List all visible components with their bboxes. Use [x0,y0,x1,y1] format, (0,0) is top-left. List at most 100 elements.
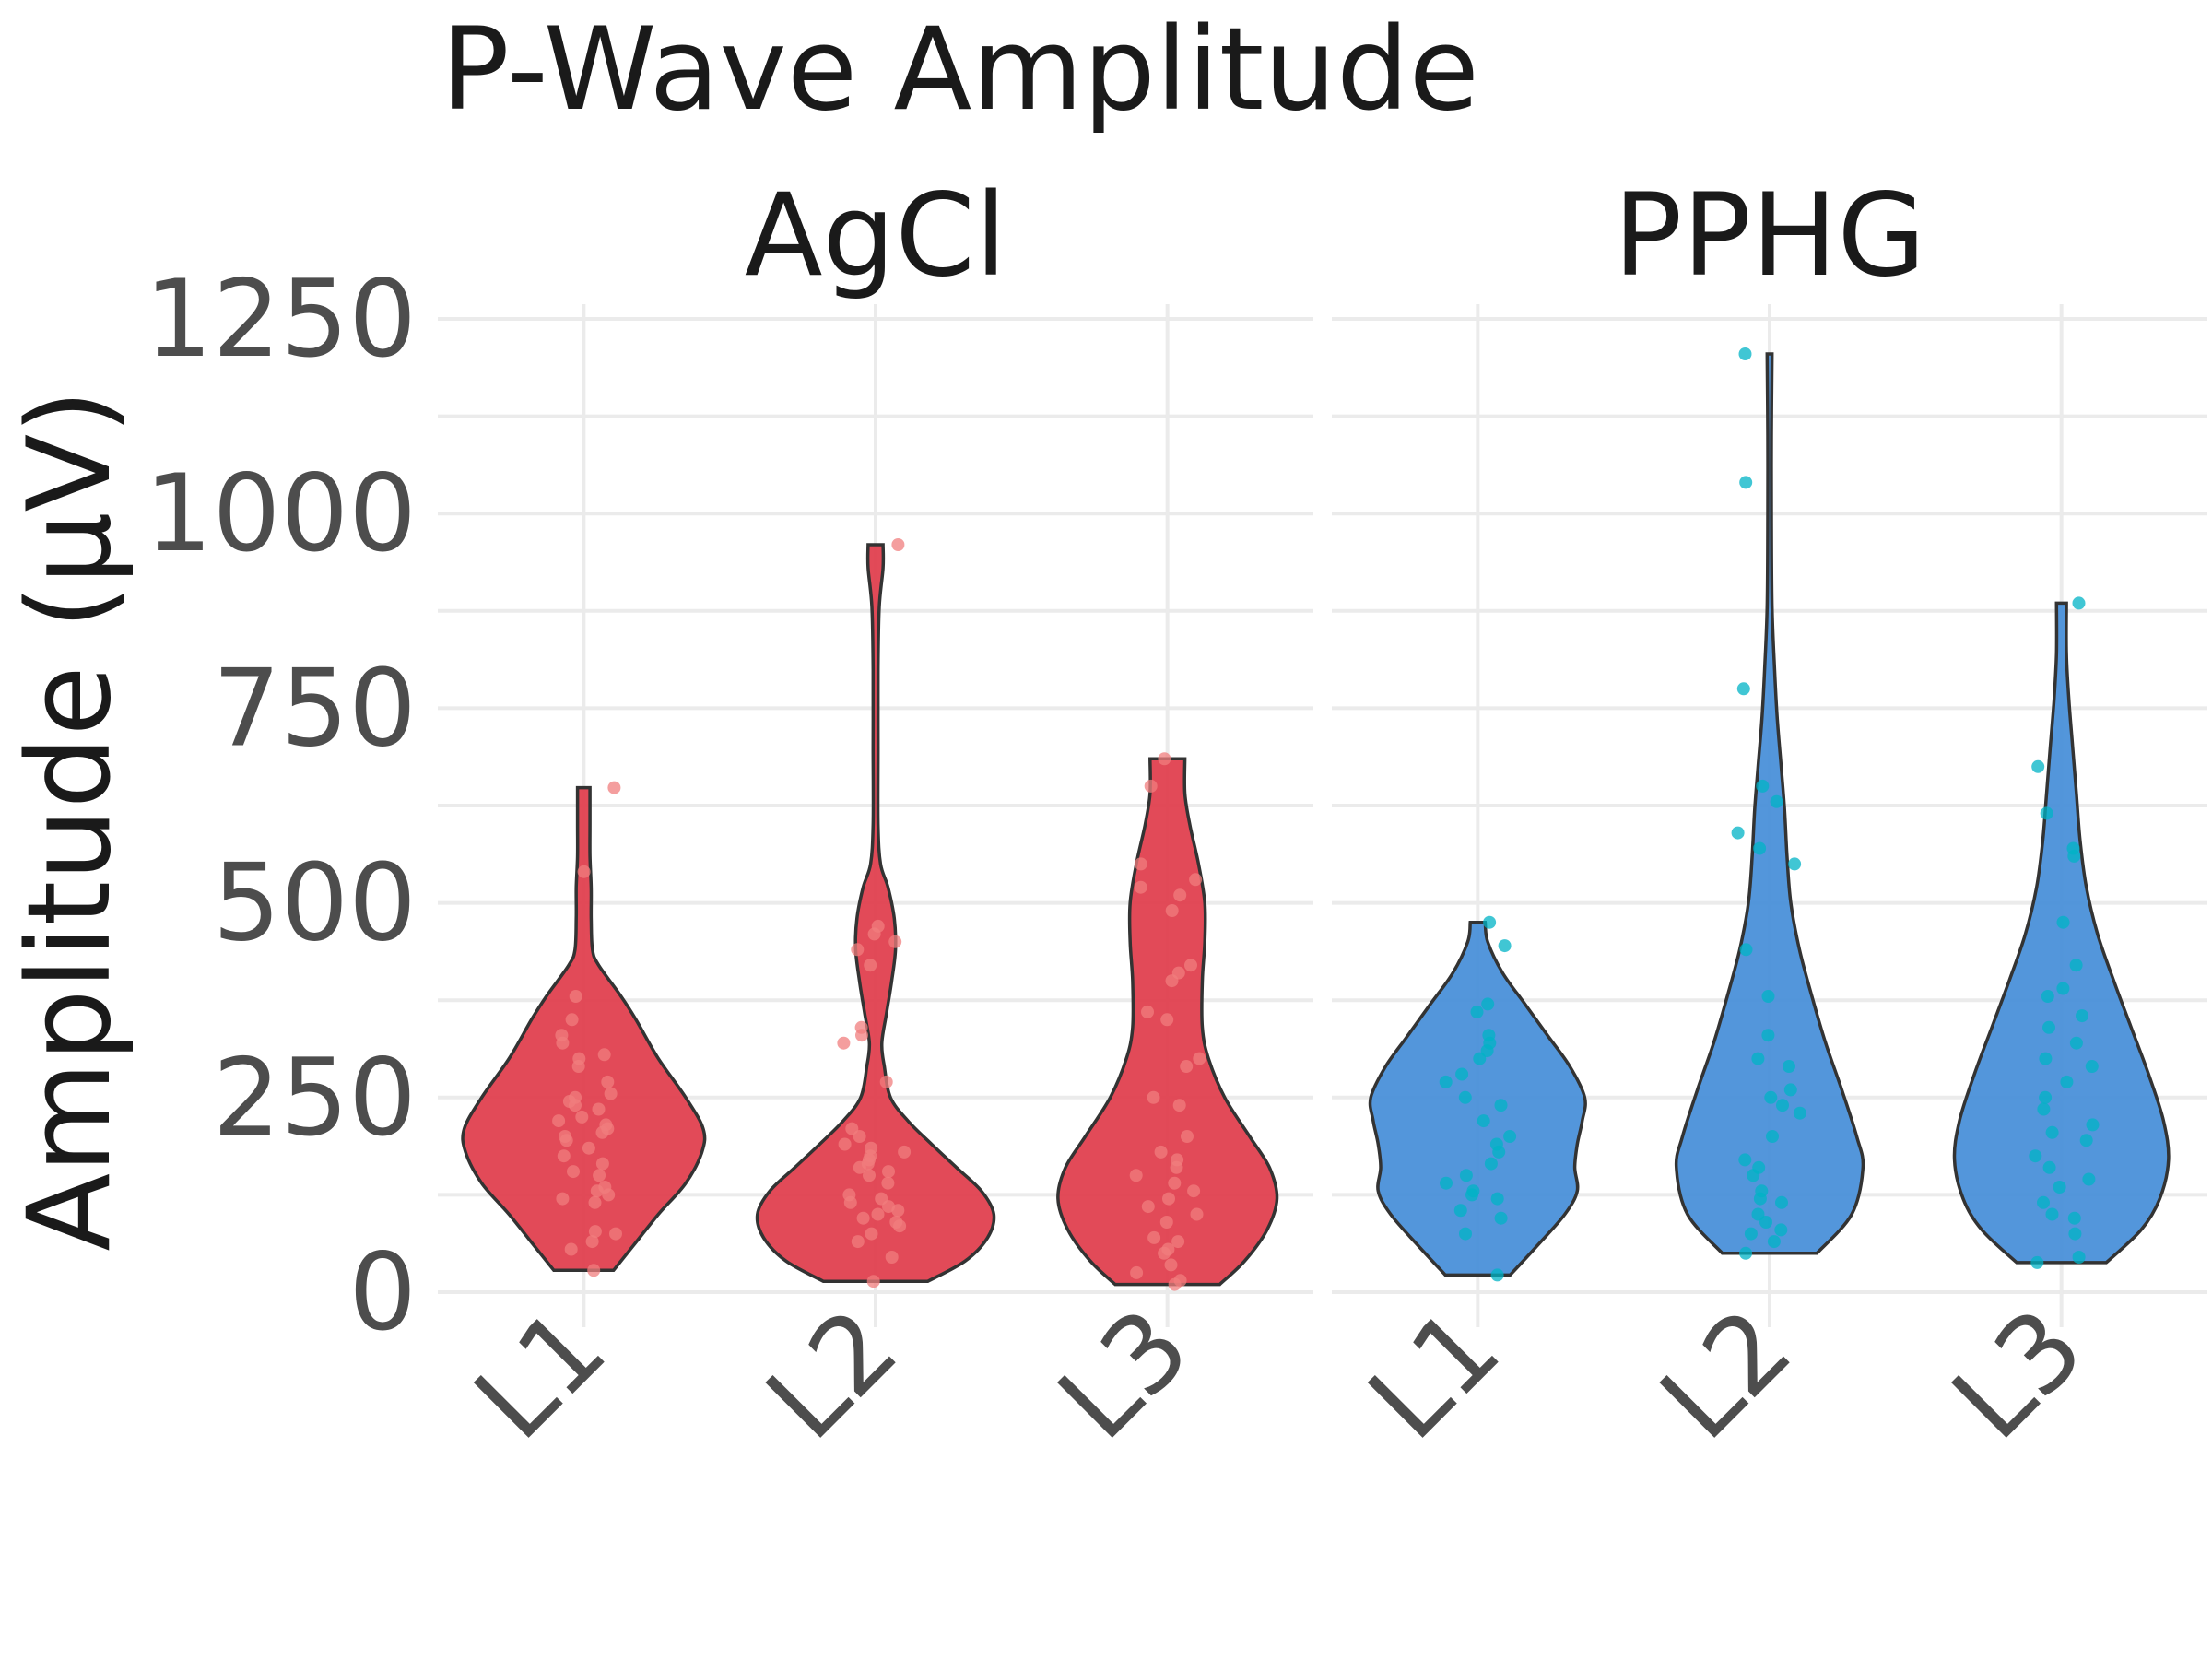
data-point [595,1157,609,1171]
data-point [577,865,591,878]
data-point [1761,1029,1775,1042]
data-point [1141,1005,1154,1018]
data-point [564,1242,578,1256]
data-point [1783,1060,1795,1073]
data-point [2042,1160,2056,1174]
data-point [572,1052,586,1065]
data-point [1751,1207,1765,1221]
x-tick-label-pphg-l2: L2 [1637,1285,1815,1463]
data-point [1739,1246,1753,1260]
data-point [2076,1009,2088,1023]
data-point [1736,682,1750,696]
data-point [601,1075,615,1088]
chart-title: P-Wave Amplitude [441,4,1479,136]
x-tick-label-pphg-l3: L3 [1929,1285,2107,1463]
data-point [1756,779,1770,793]
data-point [2069,959,2083,972]
y-axis-label: Amplitude (µV) [4,389,136,1251]
data-point [2056,915,2070,929]
data-point [588,1195,602,1209]
data-point [2069,1036,2083,1050]
y-tick-label-500: 500 [213,841,417,966]
data-point [609,1227,622,1241]
y-tick-label-250: 250 [213,1036,417,1160]
data-point [1439,1075,1453,1088]
data-point [871,919,885,933]
data-point [587,1264,601,1277]
data-point [865,1227,878,1241]
data-point [882,1165,895,1179]
data-point [1129,1169,1143,1182]
violin-agcl-l1 [461,785,707,1273]
data-point [1503,1130,1517,1143]
panel-label-agcl: AgCl [745,170,1007,302]
data-point [891,538,905,551]
data-point [2082,1172,2096,1186]
data-point [2031,759,2045,773]
data-point [1455,1067,1469,1081]
data-point [1752,1160,1766,1174]
data-point [856,1211,870,1225]
data-point [1751,1052,1765,1065]
data-point [1187,1184,1201,1198]
violin-layer [461,352,2171,1287]
data-point [1483,915,1497,929]
data-point [1158,752,1171,766]
data-point [1783,1083,1797,1097]
data-point [598,1181,612,1194]
violin-agcl-l2 [755,543,996,1283]
data-point [863,1169,876,1182]
data-point [1171,1235,1185,1249]
data-point [854,1020,868,1034]
data-point [1755,1184,1769,1198]
data-point [2079,1134,2093,1147]
data-point [2068,1227,2082,1241]
data-point [1770,794,1783,808]
data-point [2039,1090,2053,1104]
data-point [1482,1029,1496,1042]
data-point [1130,1265,1144,1279]
data-point [1173,888,1187,902]
x-tick-label-pphg-l1: L1 [1346,1285,1524,1463]
data-point [559,1130,571,1143]
data-point [1193,1052,1206,1065]
data-point [1466,1184,1480,1198]
data-point [881,1176,895,1190]
data-point [582,1141,595,1155]
data-point [555,1029,569,1042]
data-point [1180,1060,1194,1073]
data-point [875,1192,888,1206]
data-point [2029,1149,2042,1163]
data-point [2037,1102,2051,1116]
data-point [597,1048,611,1062]
data-point [2067,1211,2081,1225]
data-point [1481,997,1495,1011]
data-point [2042,1020,2055,1034]
data-point [1141,1200,1155,1214]
data-point [1190,1207,1204,1221]
violin-pphg-l2 [1674,352,1865,1255]
data-point [593,1169,606,1182]
data-point [569,1090,582,1104]
data-point [1744,1227,1758,1241]
data-point [1459,1169,1473,1182]
y-tick-label-0: 0 [348,1230,417,1355]
data-point [1459,1227,1472,1241]
data-point [1731,826,1745,840]
data-point [2037,1195,2050,1209]
data-point [1761,990,1775,1003]
data-point [575,1110,589,1124]
data-point [838,1137,852,1151]
data-point [1134,880,1147,894]
point-layer [552,347,2100,1291]
data-point [1494,1099,1508,1112]
data-point [1161,1242,1175,1256]
data-point [871,1207,885,1221]
data-point [842,1188,856,1202]
data-point [2039,1052,2053,1065]
data-point [845,1122,859,1135]
data-point [864,959,877,972]
data-point [1147,1090,1160,1104]
data-point [1184,959,1197,972]
